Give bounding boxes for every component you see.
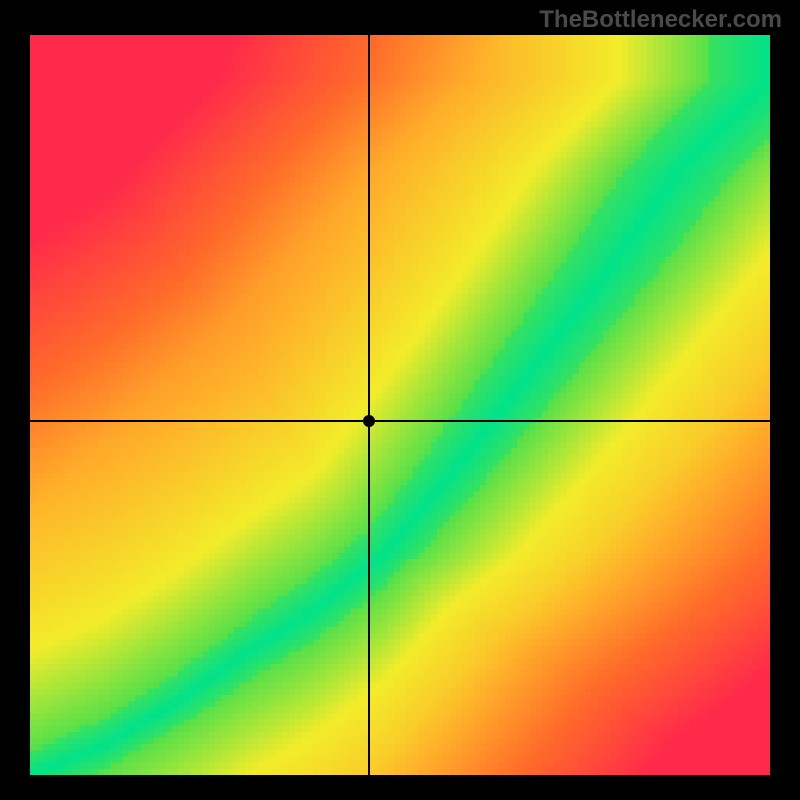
gridline-horizontal: [30, 420, 770, 422]
bottleneck-heatmap: [30, 35, 770, 775]
watermark-text: TheBottlenecker.com: [539, 6, 782, 34]
crosshair-marker: [363, 415, 375, 427]
chart-container: TheBottlenecker.com: [0, 0, 800, 800]
gridline-vertical: [368, 35, 370, 775]
